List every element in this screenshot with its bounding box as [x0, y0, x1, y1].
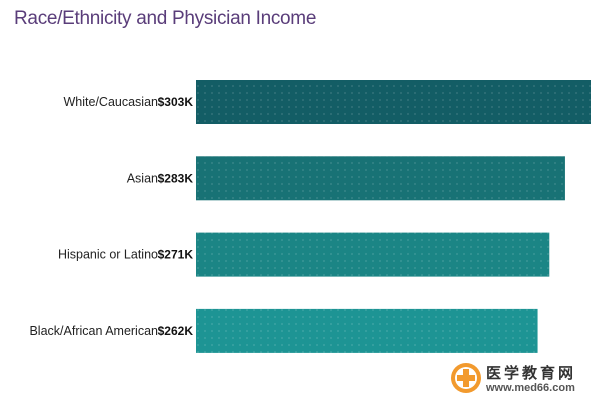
chart-title: Race/Ethnicity and Physician Income [14, 8, 317, 29]
category-label-0: White/Caucasian [64, 95, 159, 109]
category-label-1: Asian [127, 171, 158, 185]
category-label-2: Hispanic or Latino [58, 248, 158, 262]
bar-texture-2 [196, 232, 550, 277]
value-label-0: $303K [158, 95, 194, 109]
watermark: 医学教育网 www.med66.com [450, 360, 595, 400]
watermark-url: www.med66.com [486, 382, 575, 394]
bar-texture-0 [196, 80, 591, 124]
category-label-3: Black/African American [29, 324, 158, 338]
value-label-1: $283K [158, 171, 194, 185]
watermark-text: 医学教育网 [486, 364, 577, 382]
value-label-2: $271K [158, 248, 194, 262]
med66-logo-icon [451, 363, 481, 393]
value-label-3: $262K [158, 324, 194, 338]
bar-texture-3 [196, 308, 538, 353]
bar-texture-1 [196, 156, 565, 201]
